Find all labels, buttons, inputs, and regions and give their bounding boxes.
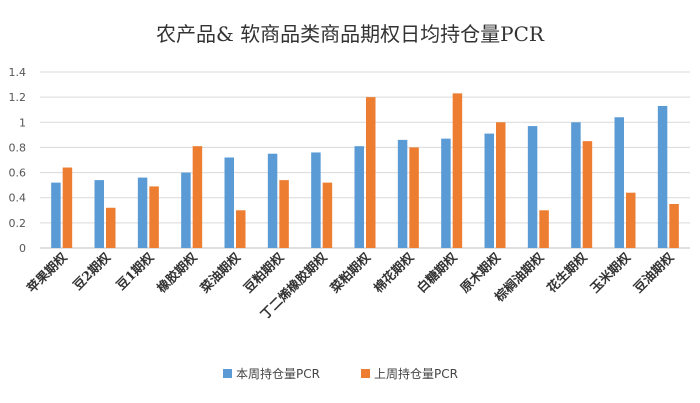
- legend: 本周持仓量PCR 上周持仓量PCR: [223, 366, 458, 381]
- x-tick-label: 玉米期权: [587, 249, 633, 295]
- bar-this-week: [181, 172, 191, 248]
- x-tick-label: 棉花期权: [370, 249, 416, 295]
- x-tick-label: 菜粕期权: [326, 249, 373, 296]
- y-tick-label: 1.2: [9, 91, 27, 104]
- x-tick-label: 苹果期权: [24, 249, 70, 295]
- x-tick-label: 橡胶期权: [154, 249, 200, 295]
- y-tick-label: 1: [19, 116, 26, 129]
- bar-last-week: [236, 210, 246, 248]
- x-tick-label: 豆1期权: [113, 249, 157, 293]
- y-tick-label: 0.8: [9, 141, 27, 154]
- bar-last-week: [626, 192, 636, 248]
- x-tick-label: 豆2期权: [70, 249, 114, 293]
- bar-this-week: [94, 180, 104, 248]
- x-axis-ticks: 苹果期权 豆2期权 豆1期权橡胶期权菜油期权豆粕期权丁二烯橡胶期权菜粕期权棉花期权白…: [24, 249, 677, 322]
- bar-this-week: [614, 117, 624, 248]
- bar-last-week: [539, 210, 549, 248]
- bar-this-week: [527, 126, 538, 248]
- y-tick-label: 0.4: [9, 192, 27, 205]
- legend-swatch-this-week: [223, 369, 232, 378]
- bar-last-week: [322, 182, 333, 248]
- y-tick-label: 1.4: [9, 66, 27, 79]
- x-tick-label: 花生期权: [544, 249, 590, 295]
- bar-last-week: [192, 146, 203, 248]
- bar-last-week: [582, 141, 593, 248]
- bars: [51, 93, 679, 249]
- y-tick-label: 0: [19, 242, 26, 255]
- bar-this-week: [311, 152, 321, 248]
- bar-last-week: [366, 97, 376, 249]
- bar-this-week: [657, 105, 668, 248]
- legend-label-this-week: 本周持仓量PCR: [236, 366, 320, 381]
- bar-last-week: [669, 204, 679, 248]
- bar-last-week: [106, 207, 116, 248]
- x-tick-label: 菜油期权: [196, 249, 243, 296]
- bar-this-week: [224, 157, 234, 248]
- bar-last-week: [62, 167, 73, 248]
- bar-last-week: [452, 93, 463, 248]
- y-tick-label: 0.6: [9, 167, 27, 180]
- legend-swatch-last-week: [361, 369, 370, 378]
- bar-this-week: [267, 153, 278, 248]
- bar-last-week: [279, 180, 289, 248]
- legend-label-last-week: 上周持仓量PCR: [374, 366, 458, 381]
- bar-this-week: [397, 139, 408, 248]
- bar-this-week: [51, 182, 61, 248]
- chart-title: 农产品& 软商品类商品期权日均持仓量PCR: [156, 22, 545, 46]
- bar-this-week: [354, 146, 364, 248]
- x-tick-label: 豆油期权: [630, 249, 676, 295]
- x-tick-label: 白糖期权: [414, 249, 460, 295]
- bar-this-week: [441, 138, 451, 248]
- y-tick-label: 0.2: [9, 217, 27, 230]
- bar-last-week: [496, 122, 506, 248]
- gridlines: [40, 71, 690, 249]
- y-axis-ticks: 0 0.2 0.4 0.6 0.8 1 1.2 1.4: [9, 66, 27, 255]
- bar-this-week: [571, 122, 581, 248]
- bar-last-week: [409, 147, 419, 248]
- bar-this-week: [137, 177, 148, 248]
- bar-last-week: [149, 186, 159, 248]
- bar-this-week: [484, 133, 494, 248]
